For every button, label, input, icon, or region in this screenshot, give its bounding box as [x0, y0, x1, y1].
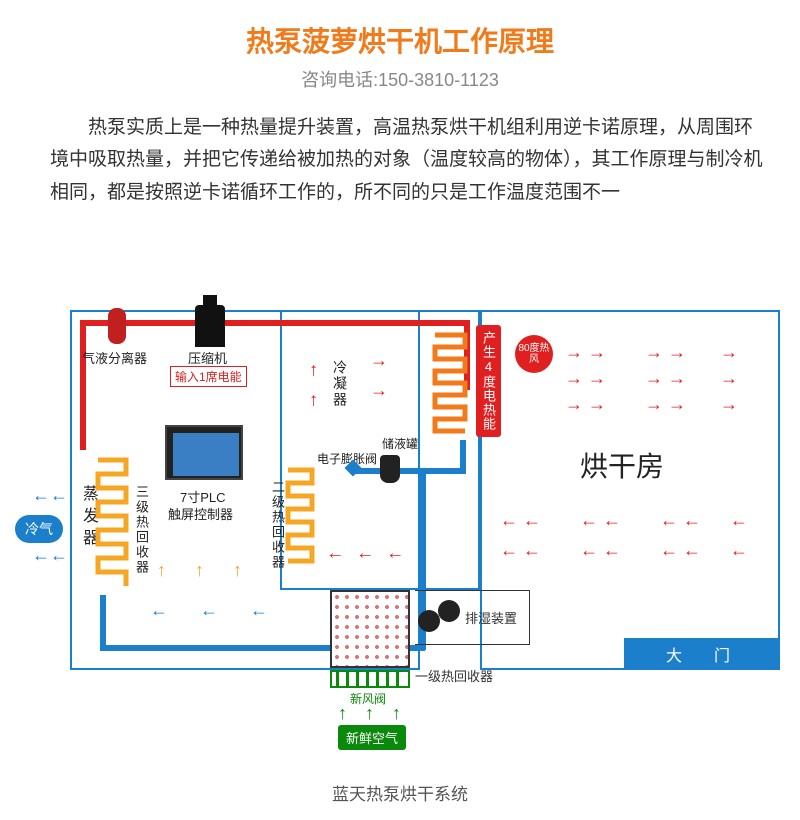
- hot-arrow-icon: → →: [565, 342, 606, 363]
- cold-arrow-icon: ←: [32, 485, 50, 506]
- up-arrow-icon: →: [370, 380, 388, 401]
- green-arrow-icon: ↑: [392, 703, 401, 724]
- red-pipe: [80, 320, 86, 450]
- cold-arrow-icon: ←: [50, 485, 68, 506]
- green-bar: [336, 672, 339, 686]
- hot-arrow-icon: → →: [645, 342, 686, 363]
- cool-arrow-icon: ←: [730, 510, 748, 531]
- evaporator-coil-icon: [95, 455, 129, 595]
- hot-arrow-icon: → →: [565, 394, 606, 415]
- fresh-valve-box: [330, 670, 410, 688]
- compressor-label: 压缩机: [188, 348, 227, 367]
- drying-room-label: 烘干房: [580, 445, 664, 485]
- heat-gen-badge: 产生4度电热能: [476, 325, 501, 437]
- green-bar: [366, 672, 369, 686]
- green-arrow-icon: ↑: [365, 703, 374, 724]
- hot-arrow-icon: → →: [645, 368, 686, 389]
- up-arrow-icon: →: [301, 392, 322, 410]
- cool-arrow-icon: ← ←: [500, 510, 541, 531]
- hot-arrow-icon: →: [720, 394, 738, 415]
- hot-wind-text: 80度热风: [515, 343, 553, 365]
- system-diagram: 气液分离器 压缩机 输入1席电能 冷凝器 产生4度电热能 80度热风 → → →…: [20, 290, 780, 720]
- condenser-label: 冷凝器: [330, 360, 350, 408]
- up-arrow-icon: →: [301, 362, 322, 380]
- blue-arrow-icon: ←: [150, 600, 168, 621]
- cool-arrow-icon: ← ←: [580, 510, 621, 531]
- up-arrow-icon: →: [370, 350, 388, 371]
- hot-arrow-icon: → →: [645, 394, 686, 415]
- cool-arrow-icon: ← ←: [660, 510, 701, 531]
- hot-arrow-icon: → →: [565, 368, 606, 389]
- green-bar: [376, 672, 379, 686]
- yellow-up-icon: ↑: [157, 560, 166, 581]
- cool-arrow-icon: ←: [730, 540, 748, 561]
- plc-device: [165, 425, 243, 480]
- third-recovery-label: 三级热回收器: [132, 485, 151, 575]
- compressor-top: [203, 295, 217, 305]
- blue-arrow-icon: ←: [250, 600, 268, 621]
- green-bar: [386, 672, 389, 686]
- separator-label: 气液分离器: [82, 348, 147, 367]
- compressor-icon: [195, 305, 225, 347]
- fresh-air-badge: 新鲜空气: [338, 725, 406, 750]
- page-subtitle: 咨询电话:150-3810-1123: [0, 66, 800, 92]
- cool-arrow-icon: ← ←: [660, 540, 701, 561]
- condenser-coil-icon: [430, 330, 470, 440]
- cool-arrow-icon: ← ←: [500, 540, 541, 561]
- hot-arrow-icon: →: [720, 342, 738, 363]
- yellow-up-icon: ↑: [195, 560, 204, 581]
- green-bar: [396, 672, 399, 686]
- up-arrow-icon: ↑: [324, 551, 345, 560]
- diagram-caption: 蓝天热泵烘干系统: [0, 780, 800, 805]
- hot-wind-badge: 80度热风: [515, 335, 553, 373]
- dehumid-box: [330, 590, 410, 668]
- description-text: 热泵实质上是一种热量提升装置，高温热泵烘干机组利用逆卡诺原理，从周围环境中吸取热…: [50, 112, 770, 209]
- first-recovery-label: 一级热回收器: [415, 666, 493, 685]
- separator-tank: [108, 308, 126, 344]
- green-bar: [346, 672, 349, 686]
- page-title: 热泵菠萝烘干机工作原理: [0, 20, 800, 60]
- second-coil-icon: [285, 465, 315, 585]
- blue-pipe: [100, 595, 106, 650]
- blue-arrow-icon: ←: [200, 600, 218, 621]
- up-arrow-icon: ↑: [354, 551, 375, 560]
- red-pipe: [80, 320, 470, 326]
- yellow-up-icon: ↑: [233, 560, 242, 581]
- dehumid-box-line: [415, 590, 530, 645]
- plc-screen: [173, 433, 239, 476]
- green-arrow-icon: ↑: [338, 703, 347, 724]
- green-bar: [356, 672, 359, 686]
- cold-arrow-icon: ←: [50, 545, 68, 566]
- reservoir-label: 储液罐: [382, 435, 418, 452]
- blue-pipe: [420, 468, 466, 474]
- cold-arrow-icon: ←: [32, 545, 50, 566]
- cool-arrow-icon: ← ←: [580, 540, 621, 561]
- hot-arrow-icon: →: [720, 368, 738, 389]
- cold-air-badge: 冷气: [15, 515, 63, 543]
- up-arrow-icon: ↑: [384, 551, 405, 560]
- input-power-label: 输入1席电能: [170, 366, 247, 387]
- plc-label2: 触屏控制器: [168, 504, 233, 523]
- reservoir-icon: [380, 455, 400, 483]
- door-label: 大 门: [624, 638, 780, 670]
